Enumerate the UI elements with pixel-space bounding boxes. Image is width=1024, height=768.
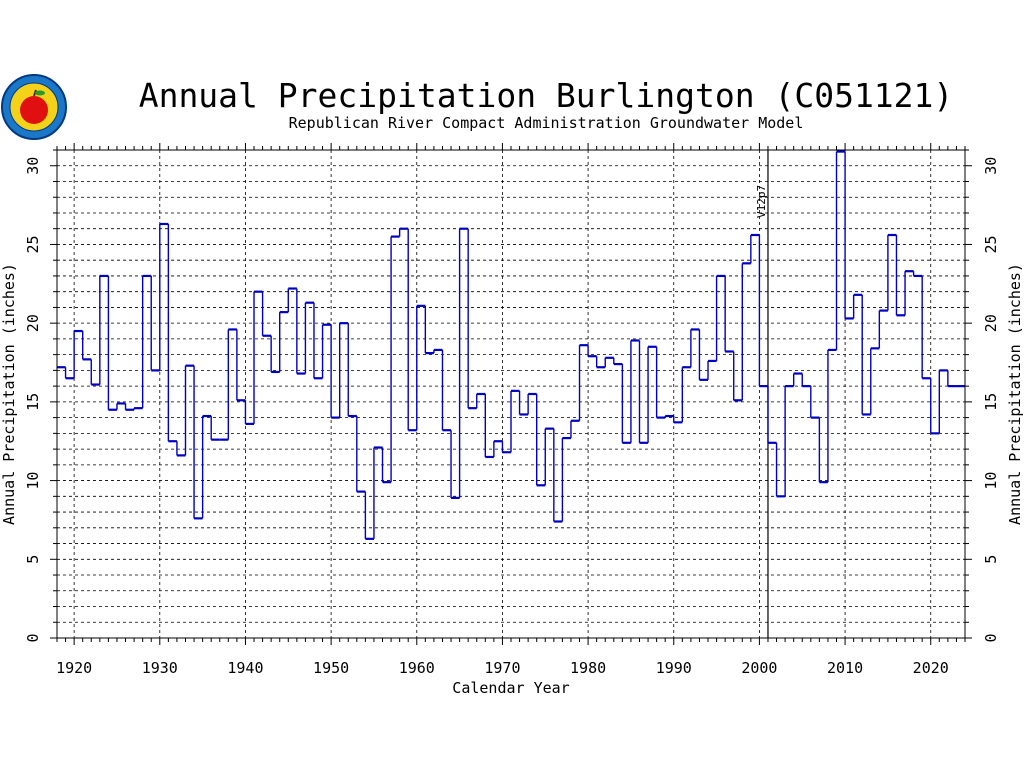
x-tick-label: 2020 [913,659,949,677]
y-tick-label-right: 30 [982,157,1000,175]
y-axis: 0 0 5 5 10 10 15 15 20 20 25 25 30 30 [24,149,1000,643]
y-tick-label-right: 20 [982,314,1000,332]
chart-title: Annual Precipitation Burlington (C051121… [139,76,954,115]
grid-lines [57,150,965,638]
y-axis-label-left: Annual Precipitation (inches) [0,263,18,525]
y-axis-label-right: Annual Precipitation (inches) [1006,263,1024,525]
x-tick-label: 2010 [827,659,863,677]
logo-seal [1,74,67,140]
y-tick-label-left: 0 [24,633,42,642]
y-tick-label-right: 25 [982,235,1000,253]
chart-subtitle: Republican River Compact Administration … [289,114,804,132]
x-tick-label: 1930 [142,659,178,677]
apple-icon [20,96,48,124]
y-tick-label-right: 0 [982,633,1000,642]
x-tick-label: 1970 [484,659,520,677]
y-tick-label-left: 30 [24,157,42,175]
x-tick-label: 1940 [227,659,263,677]
x-axis: 1920 1930 1940 1950 1960 1970 1980 1990 2000 2010… [56,143,966,677]
y-tick-label-left: 10 [24,472,42,490]
y-tick-label-left: 15 [24,393,42,411]
annotation-layer: V12p7 [755,150,769,638]
x-tick-label: 1980 [570,659,606,677]
y-tick-label-left: 25 [24,235,42,253]
x-tick-label: 1920 [56,659,92,677]
x-tick-label: 2000 [741,659,777,677]
y-tick-label-left: 5 [24,555,42,564]
x-axis-label: Calendar Year [452,679,569,697]
apple-leaf-icon [35,90,45,96]
x-tick-label: 1990 [656,659,692,677]
x-tick-label: 1950 [313,659,349,677]
x-tick-label: 1960 [399,659,435,677]
y-tick-label-right: 10 [982,472,1000,490]
y-tick-label-right: 5 [982,555,1000,564]
annotation-label: V12p7 [755,185,768,218]
y-tick-label-right: 15 [982,393,1000,411]
series-layer [57,150,965,540]
y-tick-label-left: 20 [24,314,42,332]
